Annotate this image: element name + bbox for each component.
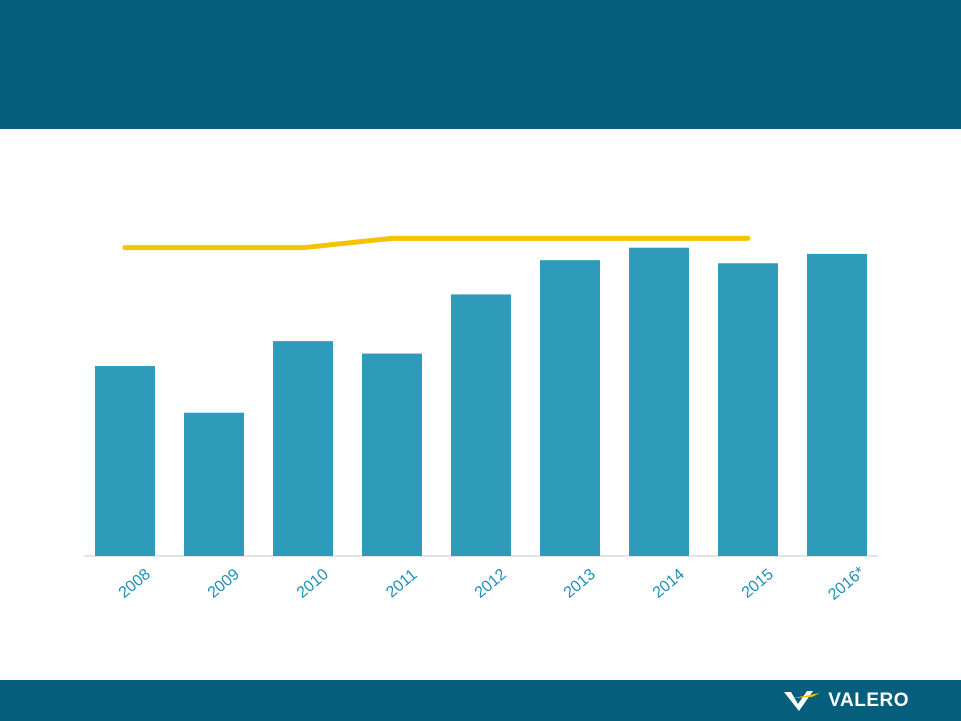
- header-band: [0, 0, 961, 129]
- x-tick-label-2008: 2008: [116, 566, 154, 602]
- bar-2009: [184, 412, 244, 556]
- x-tick-label-2011: 2011: [383, 566, 420, 601]
- bar-2013: [540, 260, 600, 556]
- brand-name: VALERO: [828, 690, 909, 711]
- bar-2011: [362, 353, 422, 556]
- bar-2014: [629, 247, 689, 556]
- x-tick-label-2010: 2010: [294, 566, 332, 602]
- x-tick-label-2013: 2013: [561, 566, 599, 602]
- valero-logo: VALERO: [782, 689, 909, 713]
- bars-group: [95, 247, 867, 556]
- bar-2015: [718, 263, 778, 556]
- x-tick-label-2012: 2012: [472, 566, 510, 602]
- line-series-0: [122, 235, 751, 251]
- x-tick-label-2016: 2016*: [825, 564, 868, 604]
- bar-2016: [807, 253, 867, 556]
- bar-2012: [451, 294, 511, 556]
- bar-2008: [95, 366, 155, 556]
- x-tick-label-2009: 2009: [205, 566, 243, 602]
- valero-v-logo-icon: [784, 691, 821, 711]
- footer-band: VALERO: [0, 680, 961, 721]
- x-tick-label-2015: 2015: [739, 566, 777, 602]
- lines-group: [122, 235, 751, 251]
- bar-chart: 2008 2009 2010 2011 2012 2013 2014 2015 2016*: [84, 235, 878, 604]
- x-tick-label-2014: 2014: [650, 566, 688, 602]
- x-tick-labels: 2008 2009 2010 2011 2012 2013 2014 2015 2016*: [116, 564, 869, 604]
- bar-2010: [273, 341, 333, 556]
